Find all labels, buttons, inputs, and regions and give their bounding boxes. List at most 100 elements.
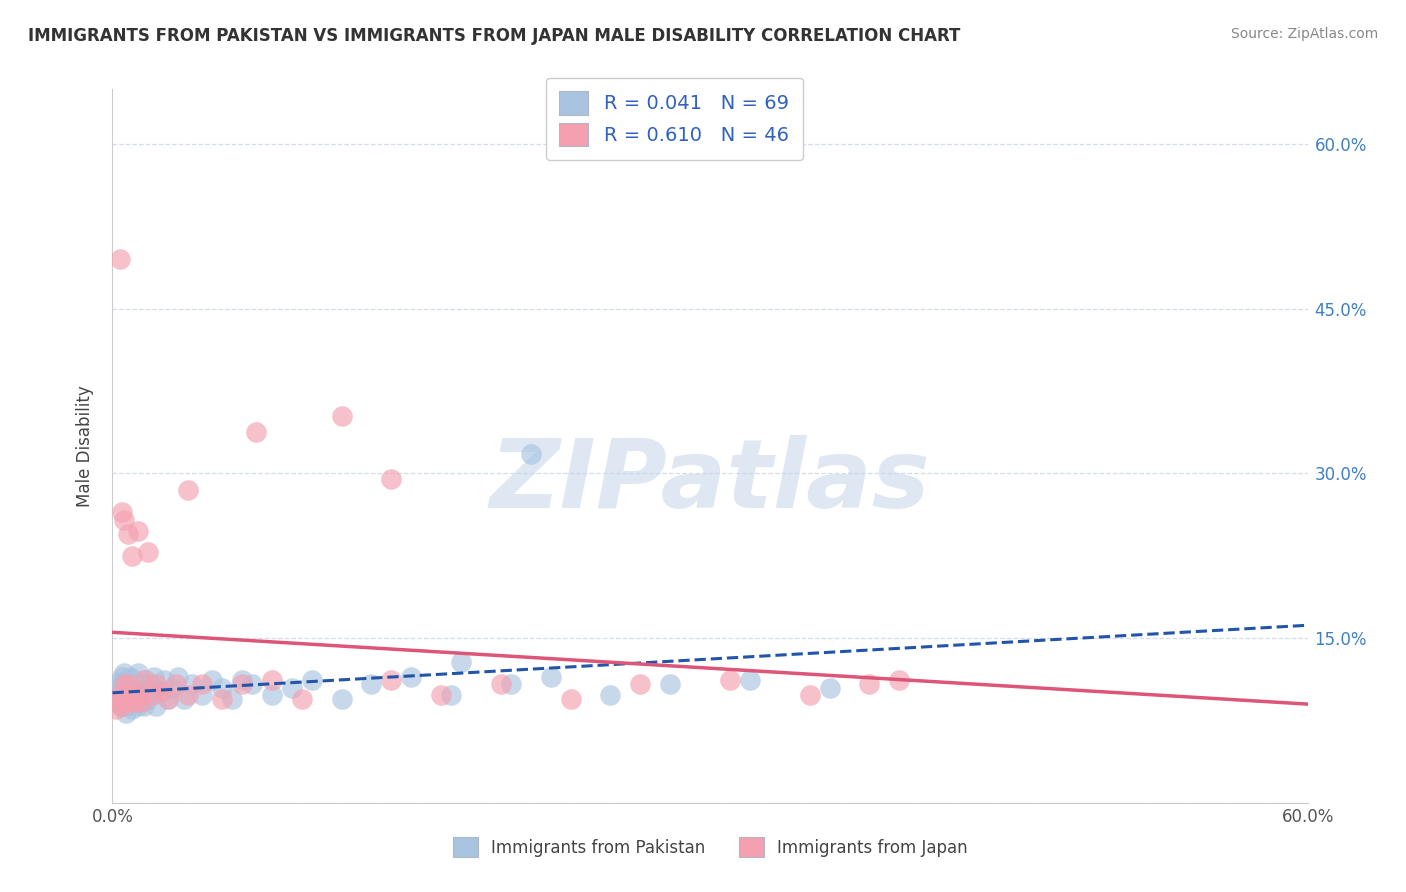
Y-axis label: Male Disability: Male Disability [76,385,94,507]
Point [131,695,153,709]
Point [105,702,128,716]
Point [121,549,143,563]
Point [231,677,253,691]
Point [141,688,163,702]
Point [191,677,214,691]
Point [157,691,180,706]
Point [221,691,243,706]
Text: IMMIGRANTS FROM PAKISTAN VS IMMIGRANTS FROM JAPAN MALE DISABILITY CORRELATION CH: IMMIGRANTS FROM PAKISTAN VS IMMIGRANTS F… [28,27,960,45]
Point [120,669,142,683]
Point [120,688,142,702]
Point [105,688,128,702]
Point [520,447,543,461]
Point [115,691,138,706]
Point [110,699,132,714]
Point [114,677,135,691]
Point [150,683,173,698]
Point [173,691,195,706]
Point [281,681,304,695]
Point [450,655,472,669]
Point [124,673,146,687]
Point [489,677,512,691]
Point [145,699,167,714]
Point [153,673,176,687]
Point [330,691,353,706]
Point [110,683,132,698]
Point [114,666,135,681]
Point [628,677,651,691]
Point [129,688,152,702]
Point [127,524,149,538]
Point [107,695,129,709]
Point [818,681,841,695]
Point [240,677,263,691]
Point [121,695,143,709]
Point [440,688,463,702]
Point [121,702,143,716]
Point [129,677,152,691]
Point [120,675,142,690]
Point [162,681,183,695]
Point [125,691,148,706]
Point [157,691,180,706]
Point [165,677,187,691]
Point [134,699,156,714]
Point [360,677,382,691]
Point [301,673,323,687]
Point [138,691,160,706]
Point [245,425,267,439]
Point [211,691,233,706]
Point [110,688,132,702]
Point [107,681,129,695]
Point [127,666,149,681]
Legend: Immigrants from Pakistan, Immigrants from Japan: Immigrants from Pakistan, Immigrants fro… [444,829,976,866]
Point [191,688,214,702]
Point [260,688,283,702]
Point [111,699,134,714]
Point [738,673,761,687]
Point [111,505,134,519]
Point [127,699,149,714]
Point [117,691,139,706]
Point [114,677,135,691]
Point [117,677,139,691]
Point [125,681,148,695]
Point [540,669,562,683]
Point [129,688,152,702]
Point [120,695,142,709]
Point [201,673,224,687]
Point [430,688,453,702]
Point [330,409,353,424]
Point [134,673,156,687]
Point [115,688,138,702]
Point [401,669,423,683]
Point [143,669,166,683]
Point [115,673,138,687]
Point [115,688,138,702]
Point [718,673,741,687]
Text: Source: ZipAtlas.com: Source: ZipAtlas.com [1230,27,1378,41]
Point [114,695,135,709]
Point [121,691,143,706]
Point [889,673,911,687]
Point [125,695,148,709]
Point [145,677,167,691]
Point [121,677,143,691]
Point [380,472,402,486]
Point [858,677,880,691]
Point [141,688,163,702]
Point [167,669,190,683]
Point [659,677,682,691]
Point [135,673,157,687]
Point [131,681,153,695]
Point [114,512,135,526]
Point [291,691,314,706]
Point [107,695,129,709]
Point [115,706,138,720]
Point [111,699,134,714]
Point [149,683,172,698]
Point [560,691,582,706]
Point [231,673,253,687]
Point [111,669,134,683]
Point [111,691,134,706]
